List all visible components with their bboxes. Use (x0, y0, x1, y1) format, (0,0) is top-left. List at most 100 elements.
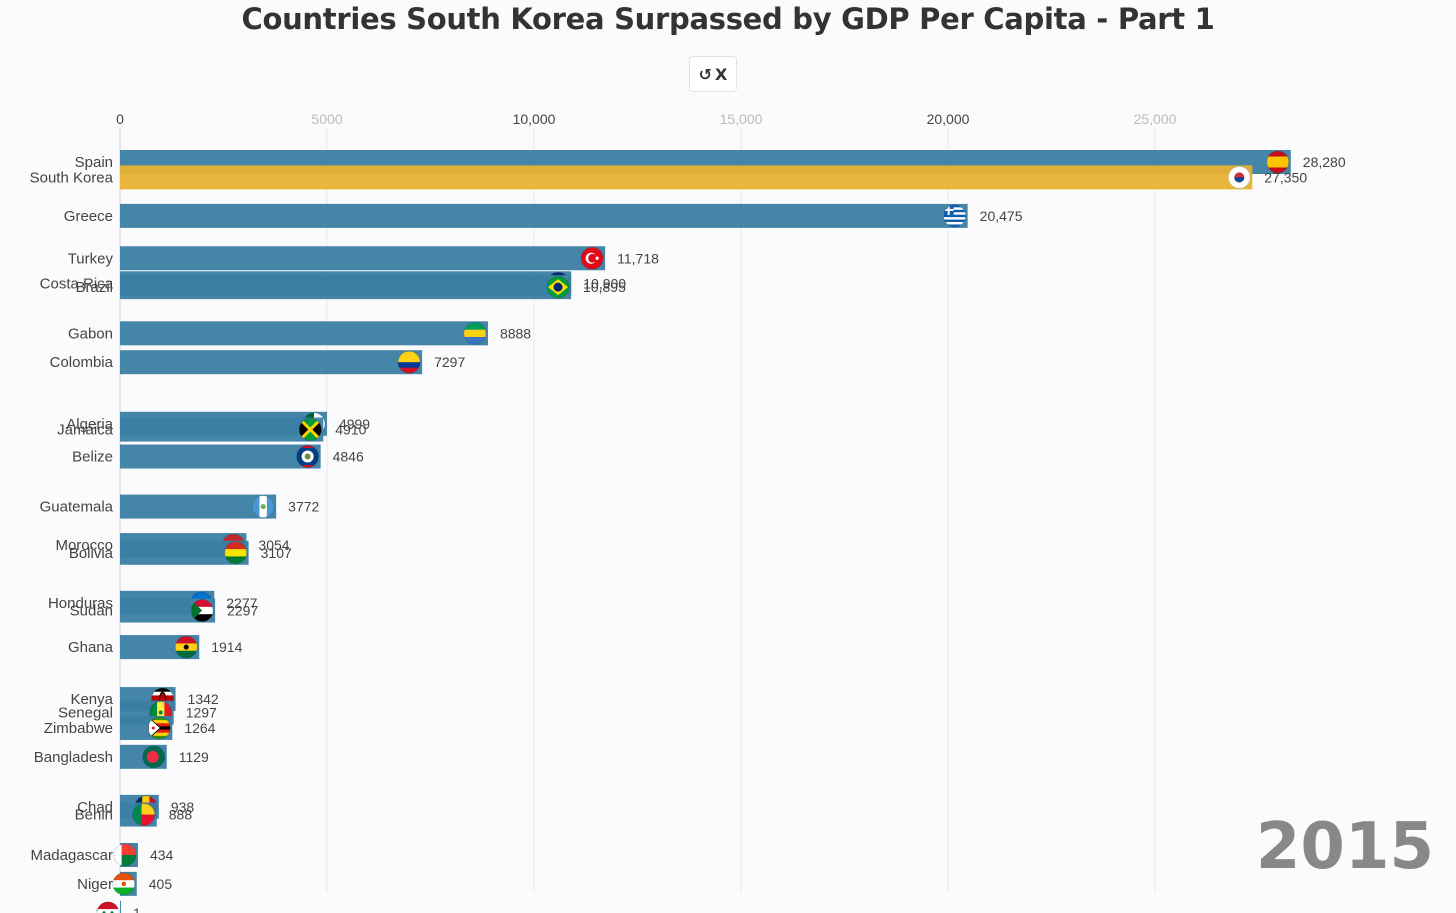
south-korea-flag-icon (1228, 166, 1251, 189)
category-label: Greece (64, 208, 113, 225)
category-label: Zimbabwe (44, 720, 113, 737)
bar-group: South Korea 27,350 (30, 165, 1307, 190)
replay-button-label: X (715, 64, 728, 84)
bar-group: Bangladesh 1129 (34, 744, 209, 769)
madagascar-flag-icon (113, 844, 136, 866)
category-label: Belize (72, 449, 113, 466)
value-label: 1 (133, 905, 141, 913)
gabon-flag-icon (463, 322, 486, 345)
value-label: 28,280 (1303, 154, 1346, 170)
greece-flag-icon (943, 204, 966, 227)
bar-group: Ghana 1914 (68, 635, 243, 660)
value-label: 2277 (226, 595, 257, 611)
value-label: 20,475 (980, 208, 1023, 224)
senegal-flag-icon (149, 701, 172, 724)
value-label: 405 (149, 876, 173, 892)
value-label: 888 (169, 807, 193, 823)
replay-button[interactable]: ↺ X (689, 56, 737, 92)
belize-flag-icon (296, 445, 319, 468)
category-label: Turkey (68, 250, 114, 267)
category-label: Colombia (50, 354, 114, 371)
bar-group: Sudan 2297 (70, 598, 258, 623)
bar-group: Gabon 8888 (68, 321, 531, 346)
bar-group: Sy1 (95, 900, 141, 913)
category-label: Bolivia (69, 545, 114, 562)
bar-group: Kenya 1342 (70, 687, 219, 712)
bar-group: Niger 405 (77, 871, 173, 896)
bar (120, 275, 572, 300)
bar-group: Turkey 11,718 (68, 246, 659, 271)
category-label: Madagascar (30, 847, 113, 864)
brazil-flag-icon (547, 276, 570, 299)
bar-group: Guatemala 3772 (40, 494, 320, 519)
category-label: South Korea (30, 169, 114, 186)
category-label: Sudan (70, 603, 113, 620)
chart-title: Countries South Korea Surpassed by GDP P… (241, 2, 1215, 36)
bar (120, 444, 321, 469)
x-tick-label: 25,000 (1134, 111, 1177, 127)
bar (120, 417, 324, 442)
zimbabwe-flag-icon (148, 716, 171, 739)
bar-group: Jamaica 4910 (57, 417, 367, 442)
bar-group: Zimbabwe 1264 (44, 715, 216, 740)
bar (120, 203, 968, 228)
value-label: 1342 (188, 691, 219, 707)
category-label: Morocco (55, 537, 113, 554)
value-label: 1914 (211, 639, 242, 655)
value-label: 8888 (500, 325, 531, 341)
bar-group: Brazil 10,895 (75, 275, 626, 300)
value-label: 11,718 (617, 250, 659, 266)
category-label: Senegal (58, 705, 113, 722)
category-label: Guatemala (40, 499, 114, 516)
value-label: 2297 (227, 603, 258, 619)
spain-flag-icon (1266, 151, 1289, 173)
bar (120, 165, 1253, 190)
replay-icon: ↺ (698, 64, 713, 84)
value-label: 4846 (333, 449, 364, 465)
bar (120, 246, 606, 271)
x-tick-label: 0 (116, 111, 124, 127)
grid-lines (326, 128, 1156, 893)
guatemala-flag-icon (252, 495, 275, 518)
category-label: Brazil (75, 279, 113, 296)
category-label: Kenya (70, 691, 113, 708)
category-label: Niger (77, 876, 113, 893)
value-label: 27,350 (1264, 169, 1307, 185)
value-label: 1264 (184, 720, 215, 736)
value-label: 1129 (179, 749, 209, 765)
value-label: 1297 (186, 705, 217, 721)
bar-group: Benin 888 (75, 802, 193, 827)
bar (120, 494, 277, 519)
value-label: 3054 (258, 537, 289, 553)
x-tick-label: 5000 (311, 111, 342, 127)
value-label: 10,900 (583, 275, 626, 291)
value-label: 938 (171, 799, 195, 815)
value-label: 3107 (261, 545, 292, 561)
category-label: Jamaica (57, 422, 114, 439)
niger-flag-icon (112, 872, 135, 895)
value-label: 7297 (434, 354, 465, 370)
category-label: Chad (77, 799, 113, 816)
bangladesh-flag-icon (142, 745, 165, 768)
category-label: Spain (75, 154, 113, 171)
year-label: 2015 (1255, 810, 1434, 884)
value-label: 10,895 (583, 279, 626, 295)
x-tick-label: 20,000 (927, 111, 970, 127)
bars: Spain 28,280 South Korea 27,350 Greece 20,475… (30, 150, 1346, 913)
bar-group: Bolivia 3107 (69, 540, 292, 565)
bar-group: Madagascar 434 (30, 843, 174, 867)
bolivia-flag-icon (224, 541, 247, 564)
value-label: 434 (150, 847, 174, 863)
x-tick-label: 10,000 (513, 111, 556, 127)
bar (120, 350, 423, 375)
bar-group: Belize 4846 (72, 444, 364, 469)
value-label: 4999 (339, 416, 370, 432)
value-label: 4910 (335, 422, 366, 438)
category-label: Honduras (48, 595, 113, 612)
bar (120, 321, 488, 346)
bar (120, 900, 121, 913)
bar-group: Colombia 7297 (50, 350, 465, 375)
category-label: Ghana (68, 639, 114, 656)
category-label: Gabon (68, 325, 113, 342)
